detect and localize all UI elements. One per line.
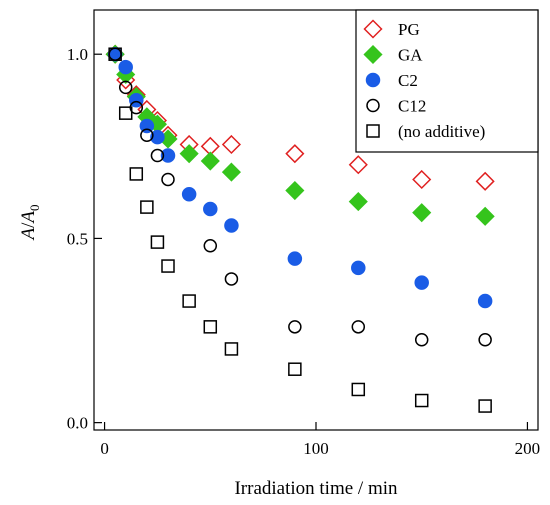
data-point bbox=[224, 218, 239, 233]
data-point bbox=[477, 293, 493, 309]
data-point bbox=[118, 80, 133, 95]
data-point bbox=[412, 203, 432, 223]
data-point bbox=[288, 362, 302, 376]
data-point bbox=[287, 251, 303, 266]
data-point bbox=[140, 128, 154, 143]
data-point bbox=[179, 144, 199, 164]
data-point bbox=[221, 134, 241, 155]
data-point bbox=[285, 144, 305, 164]
legend-marker bbox=[365, 72, 381, 88]
data-point bbox=[414, 275, 429, 290]
data-point bbox=[351, 320, 366, 334]
data-point bbox=[475, 171, 495, 191]
data-point bbox=[118, 106, 133, 120]
legend-label: C2 bbox=[398, 71, 418, 90]
legend-box bbox=[355, 9, 539, 153]
data-point bbox=[150, 148, 165, 163]
legend: PG GA C2 C12 (no additive) bbox=[363, 19, 485, 141]
data-point bbox=[414, 393, 429, 408]
axis-ticks bbox=[94, 53, 529, 430]
data-point bbox=[348, 192, 368, 212]
data-point bbox=[118, 59, 133, 75]
data-point bbox=[224, 342, 239, 356]
data-point bbox=[412, 169, 432, 190]
data-point bbox=[288, 320, 302, 334]
data-point bbox=[200, 151, 220, 171]
data-point bbox=[351, 382, 366, 397]
data-point bbox=[182, 294, 196, 308]
y-label-a0: A bbox=[18, 211, 39, 225]
data-point bbox=[475, 206, 495, 226]
legend-marker bbox=[363, 44, 383, 65]
legend-marker bbox=[366, 124, 380, 138]
data-point bbox=[203, 320, 218, 334]
data-point bbox=[203, 239, 218, 253]
data-point bbox=[181, 186, 197, 202]
data-points bbox=[105, 44, 495, 413]
y-label-a: A bbox=[18, 228, 39, 242]
y-tick-label: 0.0 bbox=[67, 414, 88, 433]
y-tick-label: 1.0 bbox=[67, 45, 88, 64]
legend-marker bbox=[363, 19, 383, 39]
data-point bbox=[150, 129, 165, 145]
x-tick-label: 200 bbox=[515, 439, 541, 458]
data-point bbox=[414, 332, 429, 347]
legend-label: PG bbox=[398, 20, 420, 39]
y-tick-label: 0.5 bbox=[67, 229, 88, 248]
x-tick-label: 100 bbox=[303, 439, 329, 458]
data-point bbox=[160, 148, 176, 163]
legend-marker bbox=[366, 98, 380, 113]
y-label-slash: / bbox=[18, 222, 39, 228]
legend-label: GA bbox=[398, 46, 423, 65]
data-point bbox=[108, 47, 122, 61]
data-point bbox=[285, 180, 305, 201]
data-point bbox=[221, 162, 241, 182]
x-axis-label: Irradiation time / min bbox=[234, 478, 398, 499]
legend-label: C12 bbox=[398, 97, 426, 116]
y-label-subscript: 0 bbox=[27, 205, 42, 212]
data-point bbox=[140, 200, 154, 214]
data-point bbox=[139, 118, 155, 134]
data-point bbox=[161, 259, 175, 273]
data-point bbox=[203, 201, 218, 217]
legend-label: (no additive) bbox=[398, 122, 485, 141]
data-point bbox=[478, 399, 492, 413]
data-point bbox=[224, 272, 239, 286]
data-point bbox=[129, 93, 144, 108]
y-axis-label: A/A0 bbox=[18, 205, 42, 242]
data-point bbox=[161, 172, 175, 187]
x-tick-label: 0 bbox=[100, 439, 109, 458]
data-point bbox=[150, 235, 165, 249]
data-point bbox=[478, 332, 492, 347]
data-point bbox=[348, 155, 368, 175]
data-point bbox=[129, 167, 144, 181]
data-point bbox=[351, 260, 366, 276]
tick-labels: 0 100 200 0.0 0.5 1.0 bbox=[67, 45, 540, 458]
